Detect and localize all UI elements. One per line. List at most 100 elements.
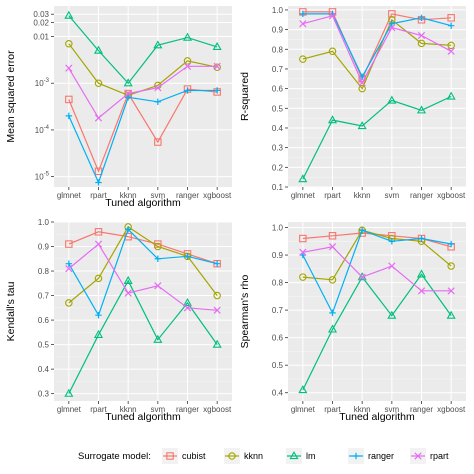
series-line-rpart: [302, 15, 452, 85]
y-tick-label: 0.3: [272, 144, 284, 153]
legend-marker-rpart: [414, 452, 422, 460]
data-point-rpart: [358, 273, 366, 281]
series-line-rpart: [68, 65, 218, 119]
data-point-ranger: [95, 179, 102, 186]
y-tick-label: 0.4: [272, 389, 284, 398]
legend-label-lm: lm: [306, 451, 316, 461]
x-tick-label: rpart: [324, 191, 341, 200]
y-tick-label: 0.8: [272, 45, 284, 54]
y-tick-label: 0.4: [272, 124, 284, 133]
data-point-lm: [64, 10, 74, 19]
x-tick-label: glmnet: [291, 405, 316, 414]
data-point-ranger: [358, 227, 366, 234]
x-tick-label: kknn: [120, 405, 137, 414]
x-tick-label: kknn: [354, 405, 371, 414]
legend-label-kknn: kknn: [244, 451, 263, 461]
data-point-cubist: [65, 95, 73, 104]
data-point-lm: [387, 95, 397, 104]
y-axis-title: Mean squared error: [5, 50, 17, 143]
series-line-kknn: [68, 226, 218, 304]
data-point-kknn: [358, 84, 366, 93]
data-point-lm: [153, 334, 163, 343]
data-point-rpart: [328, 243, 337, 251]
kendall-panel: 0.3 0.4 0.5 0.6 0.7 0.8 0.9 1.0 glmnet rpart kknn s…: [5, 218, 232, 423]
data-point-kknn: [213, 63, 221, 71]
data-point-kknn: [447, 41, 455, 50]
x-tick-label: xgboost: [437, 191, 466, 200]
data-point-ranger: [154, 98, 162, 106]
data-point-lm: [416, 105, 427, 114]
data-point-rpart: [124, 89, 132, 98]
y-tick-label: 0.8: [272, 279, 284, 288]
data-point-rpart: [65, 64, 73, 72]
data-point-cubist: [124, 232, 132, 241]
panel-background: [288, 6, 466, 187]
x-tick-label: xgboost: [203, 405, 232, 414]
data-point-ranger: [184, 253, 191, 260]
data-point-kknn: [65, 39, 73, 48]
data-point-rpart: [213, 62, 221, 70]
data-point-ranger: [329, 309, 336, 317]
data-point-lm: [182, 32, 193, 41]
data-point-kknn: [183, 57, 192, 65]
x-tick-label: svm: [384, 191, 399, 200]
data-point-rpart: [388, 24, 396, 32]
series-line-lm: [302, 273, 452, 391]
series-line-ranger: [68, 228, 218, 317]
data-point-cubist: [447, 14, 455, 22]
x-axis-title: Tuned algorithm: [105, 197, 181, 209]
x-tick-label: kknn: [354, 191, 371, 200]
data-point-rpart: [124, 289, 132, 297]
panel-background: [288, 222, 466, 401]
x-tick-label: glmnet: [57, 191, 82, 200]
data-point-lm: [416, 269, 427, 278]
y-tick-label: 1.0: [272, 224, 284, 233]
y-tick-label: 0.1: [272, 183, 284, 192]
data-point-kknn: [299, 273, 307, 281]
y-axis-title: Kendall's tau: [5, 281, 17, 341]
x-tick-label: ranger: [176, 191, 199, 200]
y-tick-label: 0.8: [38, 267, 50, 276]
data-point-lm: [357, 121, 367, 130]
x-tick-label: rpart: [90, 405, 107, 414]
y-tick-label: 0.6: [38, 316, 50, 325]
data-point-rpart: [388, 262, 396, 270]
legend-title: Surrogate model:: [78, 451, 151, 462]
x-tick-label: rpart: [90, 191, 107, 200]
data-point-rpart: [94, 240, 103, 248]
panel-background: [54, 6, 232, 187]
data-point-ranger: [418, 14, 425, 22]
rsquared-panel: 0.1 0.2 0.3 0.4 0.5 0.6 0.7 0.8 0.9 1.0 glmnet rpar…: [239, 6, 466, 200]
data-point-kknn: [94, 274, 103, 283]
spearman-panel: 0.4 0.5 0.6 0.7 0.8 0.9 1.0 glmnet rpart kknn svm r…: [239, 222, 466, 423]
data-point-ranger: [65, 260, 73, 267]
data-point-ranger: [124, 226, 132, 233]
legend-marker-lm: [289, 451, 299, 460]
data-point-kknn: [417, 39, 426, 48]
x-tick-label: svm: [150, 405, 165, 414]
data-point-ranger: [124, 94, 132, 101]
data-point-rpart: [213, 306, 221, 314]
data-point-lm: [123, 78, 133, 87]
y-axis-title: R-squared: [239, 72, 251, 121]
x-tick-label: rpart: [324, 405, 341, 414]
y-tick-label: 10-4: [35, 125, 50, 135]
legend-label-rpart: rpart: [430, 451, 449, 461]
y-tick-label: 0.6: [272, 85, 284, 94]
data-point-lm: [182, 297, 193, 307]
legend-marker-ranger: [352, 452, 360, 460]
data-point-cubist: [154, 138, 162, 146]
data-point-rpart: [447, 47, 455, 55]
legend-marker-kknn: [228, 452, 236, 460]
x-tick-label: xgboost: [203, 191, 232, 200]
data-point-rpart: [299, 20, 307, 28]
y-tick-label: 0.9: [272, 26, 284, 35]
y-tick-label: 0.03: [33, 10, 49, 19]
data-point-kknn: [94, 79, 103, 87]
data-point-kknn: [447, 262, 455, 270]
x-tick-label: ranger: [410, 191, 433, 200]
data-point-lm: [298, 385, 308, 394]
y-axis-title: Spearman's rho: [239, 274, 251, 348]
y-tick-label: 1.0: [38, 218, 50, 227]
data-point-kknn: [213, 291, 221, 300]
